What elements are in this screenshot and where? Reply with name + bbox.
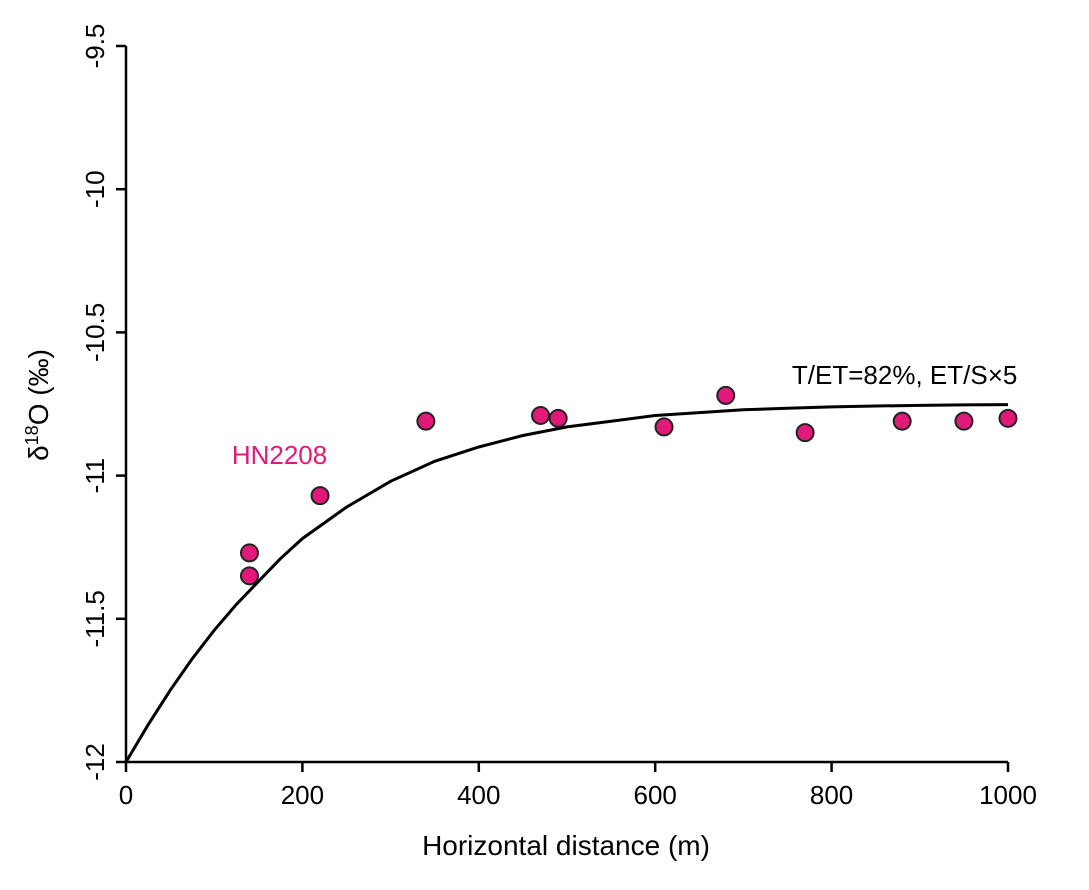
data-point	[954, 411, 974, 431]
fit-curve	[124, 403, 1009, 763]
annotation-label: HN2208	[232, 440, 327, 470]
y-axis-title-sup: 18	[22, 425, 42, 445]
y-tick-label: -11	[80, 458, 110, 494]
y-tick-label: -10.5	[80, 303, 110, 362]
data-point	[716, 385, 736, 405]
y-tick-label: -11.5	[80, 590, 110, 647]
data-point	[548, 408, 568, 428]
x-tick-label: 400	[457, 780, 500, 810]
fit-curve-group	[124, 403, 1009, 763]
data-point	[239, 566, 259, 586]
x-axis-title: Horizontal distance (m)	[422, 830, 710, 861]
annotations: HN2208 T/ET=82%, ET/S×5	[232, 360, 1018, 470]
x-tick-label: 1000	[979, 780, 1037, 810]
y-tick-label: -12	[80, 743, 110, 781]
annotation-label: T/ET=82%, ET/S×5	[792, 360, 1017, 390]
data-point	[239, 543, 259, 563]
axes: 0 200 400 600 800 1000 -12 -11.5 -11 -10.5 -10 -9.5	[80, 24, 1037, 810]
data-point	[892, 411, 912, 431]
data-points	[239, 385, 1018, 586]
data-point	[416, 411, 436, 431]
y-axis-title: δ18O (‰)	[22, 349, 54, 461]
data-point	[531, 405, 551, 425]
y-tick-label: -9.5	[80, 24, 110, 69]
x-tick-label: 200	[281, 780, 324, 810]
y-tick-label: -10	[80, 170, 110, 208]
x-tick-label: 800	[810, 780, 853, 810]
x-tick-label: 0	[119, 780, 133, 810]
data-point	[310, 486, 330, 506]
y-axis-title-suffix: O (‰)	[23, 349, 54, 425]
x-tick-label: 600	[634, 780, 677, 810]
y-axis-title-prefix: δ	[23, 445, 54, 461]
data-point	[795, 423, 815, 443]
data-point	[998, 408, 1018, 428]
data-point	[654, 417, 674, 437]
